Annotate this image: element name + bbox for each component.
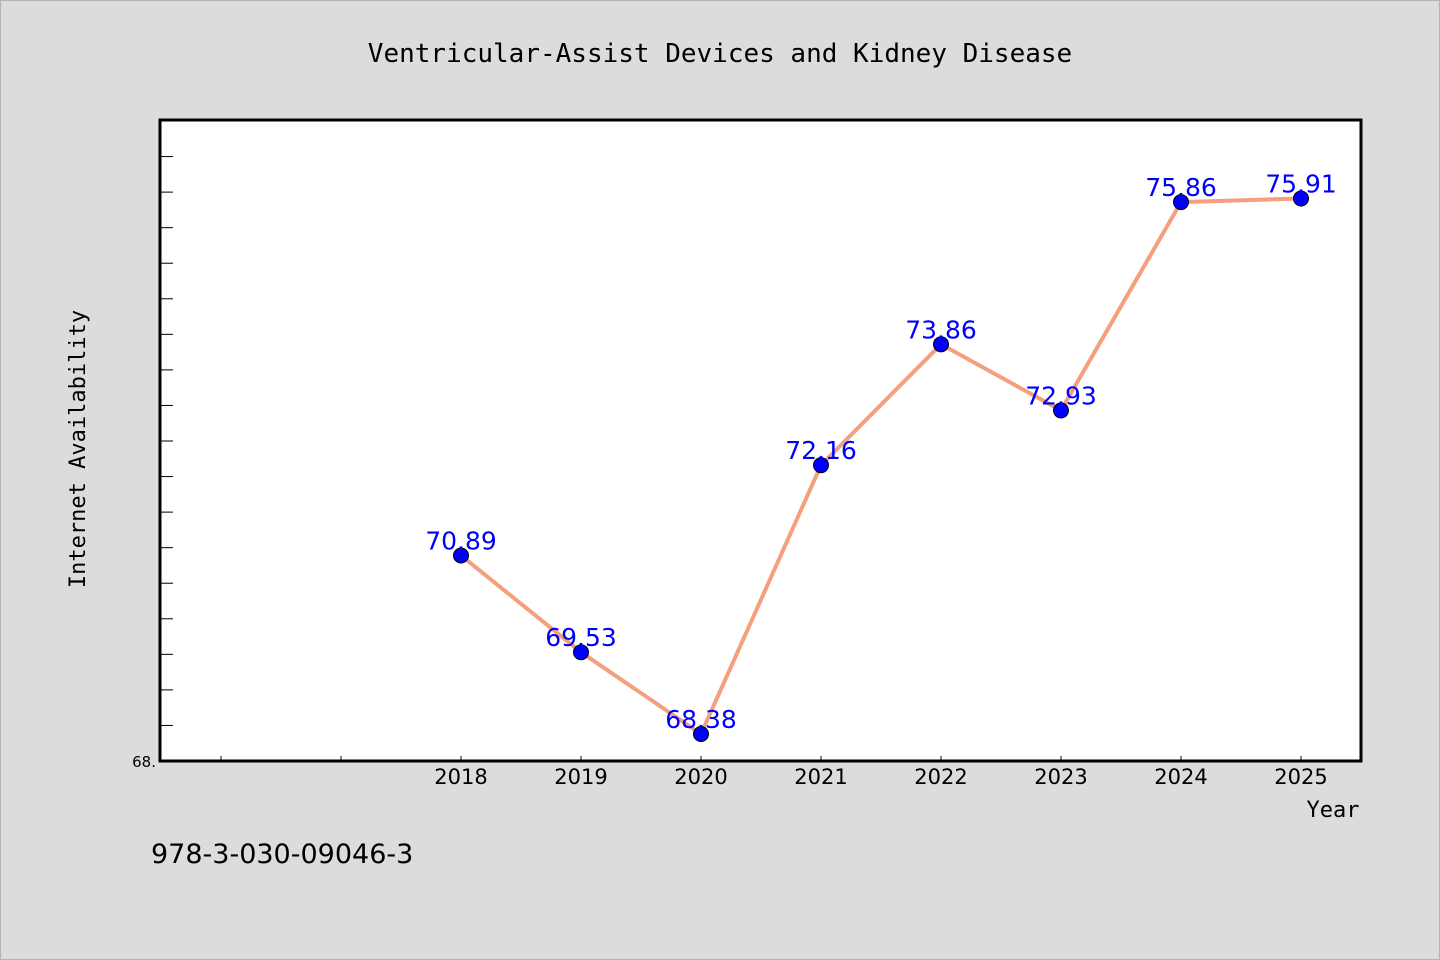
data-label: 72.16 [785, 436, 857, 465]
x-axis-ticks: 2018 2019 2020 2021 2022 2023 2024 2025 [220, 756, 1328, 789]
data-point [693, 725, 709, 742]
chart-title: Ventricular-Assist Devices and Kidney Di… [368, 39, 1072, 69]
series-layer: 70.89 69.53 68.38 72.16 73.86 72.93 75.86 75.91 [425, 170, 1337, 742]
data-point [813, 457, 829, 474]
x-tick-label: 2024 [1154, 765, 1207, 789]
x-tick-label: 2019 [554, 765, 607, 789]
x-tick-label: 2025 [1274, 765, 1327, 789]
x-tick-label: 2020 [674, 765, 727, 789]
series-line [459, 196, 1303, 736]
data-point [453, 547, 469, 564]
data-label: 70.89 [425, 526, 497, 555]
x-tick-label: 2022 [914, 765, 967, 789]
data-label: 73.86 [905, 315, 977, 344]
x-tick-label: 2018 [434, 765, 487, 789]
data-label: 69.53 [545, 623, 617, 652]
x-axis-label: Year [1307, 798, 1360, 823]
data-point [1293, 190, 1309, 207]
x-tick-label: 2021 [794, 765, 847, 789]
y-axis-label: Internet Availability [66, 310, 91, 588]
data-label: 72.93 [1025, 381, 1097, 410]
data-point [933, 336, 949, 353]
isbn-text: 978-3-030-09046-3 [151, 839, 413, 870]
data-label: 75.86 [1145, 173, 1217, 202]
data-label: 68.38 [665, 705, 737, 734]
plot-area [158, 118, 1363, 763]
data-label: 75.91 [1265, 170, 1337, 199]
x-tick-label: 2023 [1034, 765, 1087, 789]
data-point [1053, 402, 1069, 419]
y-axis-ticks [161, 156, 173, 726]
y-tick-label: 68. [132, 753, 156, 771]
data-point [573, 644, 589, 661]
data-point [1173, 194, 1189, 211]
